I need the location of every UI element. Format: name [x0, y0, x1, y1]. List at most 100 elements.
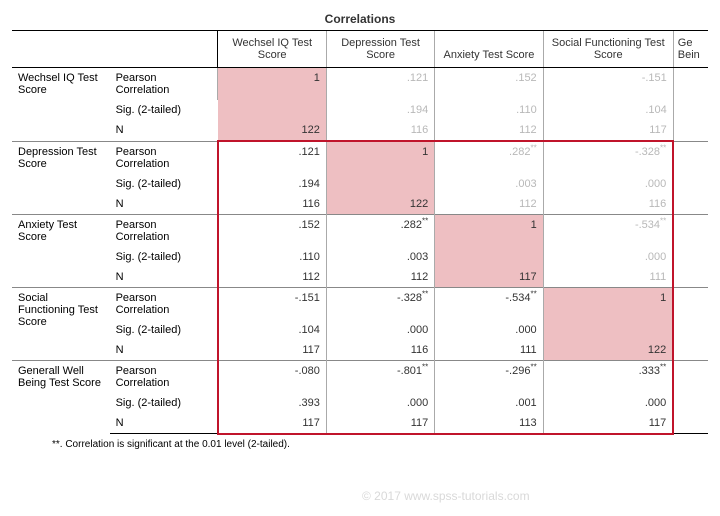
data-cell: [673, 413, 708, 434]
data-cell: .000: [435, 320, 543, 340]
stat-label: Pearson Correlation: [110, 287, 218, 320]
stat-label: Pearson Correlation: [110, 360, 218, 393]
data-cell: .282**: [326, 214, 434, 247]
stat-label: Sig. (2-tailed): [110, 247, 218, 267]
data-cell: [673, 287, 708, 320]
col-header: Depression Test Score: [326, 31, 434, 68]
data-cell: 1: [326, 141, 434, 174]
header-row: Wechsel IQ Test Score Depression Test Sc…: [12, 31, 708, 68]
data-cell: [673, 267, 708, 288]
row-variable-label: Generall Well Being Test Score: [12, 360, 110, 434]
data-cell: .000: [326, 320, 434, 340]
data-cell: .121: [326, 68, 434, 101]
table-row: N112112117111: [12, 267, 708, 288]
data-cell: [673, 320, 708, 340]
data-cell: 122: [218, 120, 326, 141]
copyright-watermark: © 2017 www.spss-tutorials.com: [362, 489, 530, 503]
data-cell: .000: [543, 393, 673, 413]
data-cell: 111: [543, 267, 673, 288]
blank-header: [12, 31, 218, 68]
stat-label: Pearson Correlation: [110, 68, 218, 101]
correlation-table-container: Correlations Wechsel IQ Test Score Depre…: [12, 12, 708, 450]
data-cell: [673, 100, 708, 120]
data-cell: 116: [218, 194, 326, 215]
data-cell: .000: [543, 247, 673, 267]
data-cell: [673, 120, 708, 141]
data-cell: 112: [435, 120, 543, 141]
table-row: Anxiety Test ScorePearson Correlation.15…: [12, 214, 708, 247]
stat-label: N: [110, 120, 218, 141]
stat-label: Pearson Correlation: [110, 214, 218, 247]
table-row: N117116111122: [12, 340, 708, 361]
data-cell: 1: [218, 68, 326, 101]
data-cell: [435, 247, 543, 267]
correlation-table: Wechsel IQ Test Score Depression Test Sc…: [12, 30, 708, 435]
data-cell: [673, 393, 708, 413]
table-row: Sig. (2-tailed).110.003.000: [12, 247, 708, 267]
stat-label: Sig. (2-tailed): [110, 320, 218, 340]
table-row: Sig. (2-tailed).104.000.000: [12, 320, 708, 340]
table-row: N116122112116: [12, 194, 708, 215]
stat-label: N: [110, 194, 218, 215]
data-cell: 112: [435, 194, 543, 215]
data-cell: 116: [326, 120, 434, 141]
data-cell: 122: [326, 194, 434, 215]
data-cell: 116: [543, 194, 673, 215]
row-variable-label: Social Functioning Test Score: [12, 287, 110, 360]
data-cell: [673, 194, 708, 215]
data-cell: .003: [435, 174, 543, 194]
table-row: N122116112117: [12, 120, 708, 141]
data-cell: 112: [326, 267, 434, 288]
data-cell: -.151: [218, 287, 326, 320]
data-cell: 111: [435, 340, 543, 361]
data-cell: 1: [435, 214, 543, 247]
data-cell: .110: [435, 100, 543, 120]
stat-label: N: [110, 267, 218, 288]
col-header: Anxiety Test Score: [435, 31, 543, 68]
data-cell: [673, 340, 708, 361]
data-cell: 117: [326, 413, 434, 434]
data-cell: 113: [435, 413, 543, 434]
table-row: Wechsel IQ Test ScorePearson Correlation…: [12, 68, 708, 101]
data-cell: 117: [435, 267, 543, 288]
data-cell: 122: [543, 340, 673, 361]
table-title: Correlations: [12, 12, 708, 26]
stat-label: Pearson Correlation: [110, 141, 218, 174]
data-cell: .000: [326, 393, 434, 413]
data-cell: .000: [543, 174, 673, 194]
data-cell: [673, 247, 708, 267]
stat-label: Sig. (2-tailed): [110, 100, 218, 120]
data-cell: [673, 174, 708, 194]
row-variable-label: Anxiety Test Score: [12, 214, 110, 287]
data-cell: [673, 141, 708, 174]
data-cell: .152: [218, 214, 326, 247]
col-header: Social Functioning Test Score: [543, 31, 673, 68]
table-row: Sig. (2-tailed).194.003.000: [12, 174, 708, 194]
data-cell: -.534**: [435, 287, 543, 320]
data-cell: -.328**: [326, 287, 434, 320]
data-cell: .001: [435, 393, 543, 413]
col-header-cut: GeBein: [673, 31, 708, 68]
data-cell: [673, 214, 708, 247]
data-cell: .104: [218, 320, 326, 340]
data-cell: -.080: [218, 360, 326, 393]
table-row: Sig. (2-tailed).393.000.001.000: [12, 393, 708, 413]
data-cell: .194: [326, 100, 434, 120]
data-cell: .003: [326, 247, 434, 267]
data-cell: 117: [543, 120, 673, 141]
data-cell: .333**: [543, 360, 673, 393]
data-cell: 117: [543, 413, 673, 434]
data-cell: -.296**: [435, 360, 543, 393]
stat-label: N: [110, 413, 218, 434]
data-cell: .121: [218, 141, 326, 174]
data-cell: [326, 174, 434, 194]
row-variable-label: Depression Test Score: [12, 141, 110, 214]
col-header: Wechsel IQ Test Score: [218, 31, 326, 68]
data-cell: 116: [326, 340, 434, 361]
data-cell: .194: [218, 174, 326, 194]
stat-label: Sig. (2-tailed): [110, 393, 218, 413]
data-cell: .282**: [435, 141, 543, 174]
table-row: N117117113117: [12, 413, 708, 434]
table-row: Sig. (2-tailed).194.110.104: [12, 100, 708, 120]
data-cell: -.534**: [543, 214, 673, 247]
